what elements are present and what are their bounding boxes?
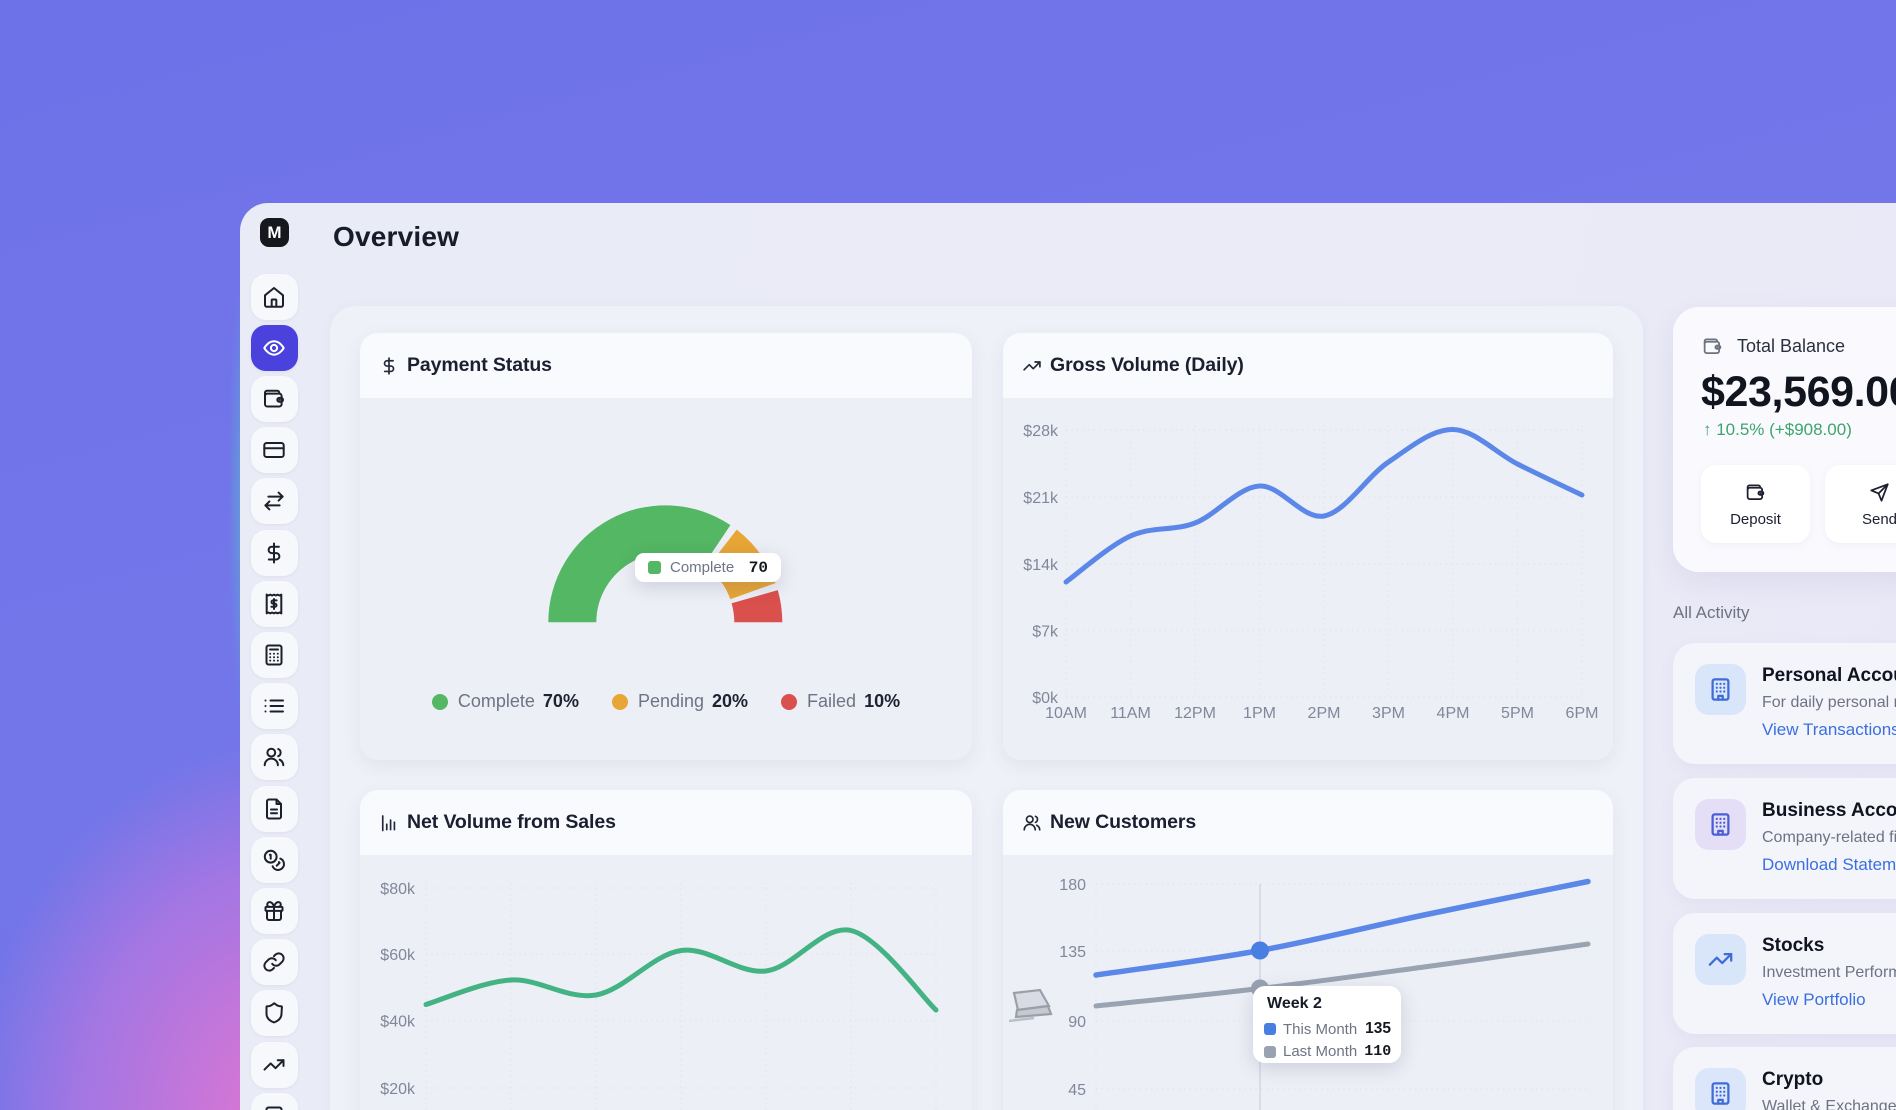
svg-text:135: 135 [1059, 944, 1086, 961]
svg-text:45: 45 [1068, 1082, 1086, 1099]
svg-text:$7k: $7k [1032, 624, 1059, 641]
svg-text:180: 180 [1059, 877, 1086, 894]
svg-text:$14k: $14k [1023, 557, 1059, 574]
svg-text:$60k: $60k [380, 947, 416, 964]
svg-text:5PM: 5PM [1501, 705, 1534, 722]
svg-text:12PM: 12PM [1174, 705, 1216, 722]
svg-text:$21k: $21k [1023, 490, 1059, 507]
svg-text:1PM: 1PM [1243, 705, 1276, 722]
svg-text:10AM: 10AM [1045, 705, 1087, 722]
svg-text:$20k: $20k [380, 1081, 416, 1098]
svg-text:11AM: 11AM [1110, 705, 1151, 722]
svg-text:3PM: 3PM [1372, 705, 1405, 722]
svg-text:6PM: 6PM [1566, 705, 1599, 722]
svg-text:$40k: $40k [380, 1014, 416, 1031]
svg-text:$0k: $0k [1032, 690, 1059, 707]
svg-text:$28k: $28k [1023, 423, 1059, 440]
svg-text:4PM: 4PM [1437, 705, 1470, 722]
svg-text:90: 90 [1068, 1014, 1086, 1031]
svg-text:2PM: 2PM [1308, 705, 1341, 722]
svg-text:$80k: $80k [380, 881, 416, 898]
